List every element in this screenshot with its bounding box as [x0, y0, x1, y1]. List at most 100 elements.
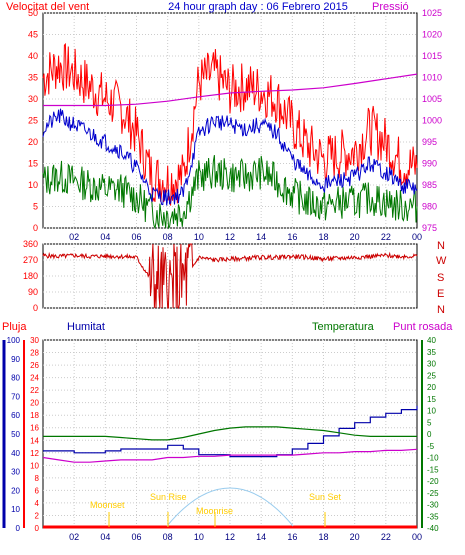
rain-y-tick-label: 30: [30, 336, 39, 345]
sunrise-label: Sun Rise: [150, 492, 187, 502]
wind-x-tick-label: 12: [225, 232, 235, 242]
compass-label-w: W: [436, 255, 447, 267]
wind-average-line: [42, 108, 418, 206]
temperature-y-tick-label: -15: [427, 465, 439, 474]
wind-y-tick-label: 20: [28, 137, 38, 147]
moonset-label: Moonset: [90, 500, 125, 510]
wind-x-tick-label: 10: [194, 232, 204, 242]
wind-x-tick-label: 04: [100, 232, 110, 242]
humidity-y-tick-label: 20: [11, 486, 20, 495]
moon-arc: [166, 487, 294, 527]
moonrise-label: Moonrise: [196, 506, 233, 516]
direction-y-tick-label: 270: [23, 255, 38, 265]
direction-y-tick-label: 90: [28, 287, 38, 297]
humidity-line: [43, 405, 418, 458]
compass-label-n-bottom: N: [437, 304, 445, 316]
climate-x-tick-label: 18: [318, 532, 328, 542]
compass-label-n-top: N: [437, 240, 445, 252]
compass-labels: N W S E N: [436, 240, 447, 316]
temperature-y-tick-label: 15: [427, 395, 436, 404]
wind-y-tick-label: 35: [28, 73, 38, 83]
humidity-y-tick-label: 90: [11, 355, 20, 364]
temperature-y-tick-label: -20: [427, 477, 439, 486]
pressure-y-tick-label: 1010: [422, 73, 442, 83]
pressure-y-tick-label: 975: [422, 223, 437, 233]
pressure-y-tick-label: 1020: [422, 30, 442, 40]
rain-y-tick-label: 4: [35, 499, 40, 508]
wind-x-tick-label: 22: [381, 232, 391, 242]
wind-low-line: [42, 155, 418, 230]
chart-title: 24 hour graph day : 06 Febrero 2015: [168, 1, 348, 13]
wind-x-tick-label: 14: [256, 232, 266, 242]
wind-x-tick-label: 20: [350, 232, 360, 242]
temperature-y-tick-label: 25: [427, 371, 436, 380]
rain-y-tick-label: 14: [30, 436, 39, 445]
rain-y-tick-label: 2: [35, 511, 40, 520]
rain-y-tick-label: 8: [35, 474, 40, 483]
humidity-y-tick-label: 50: [11, 430, 20, 439]
climate-x-tick-label: 16: [287, 532, 297, 542]
wind-x-tick-label: 02: [69, 232, 79, 242]
wind-y-tick-label: 25: [28, 116, 38, 126]
rain-y-tick-label: 22: [30, 386, 39, 395]
wind-y-tick-label: 30: [28, 94, 38, 104]
temperature-y-tick-label: 20: [427, 383, 436, 392]
rain-y-tick-label: 28: [30, 349, 39, 358]
compass-label-s: S: [437, 272, 444, 284]
pressure-label: Pressió: [372, 1, 409, 13]
pressure-y-tick-label: 1025: [422, 8, 442, 18]
climate-x-tick-label: 08: [163, 532, 173, 542]
dewpoint-label: Punt rosada: [393, 321, 453, 333]
temperature-y-tick-label: -5: [427, 442, 435, 451]
direction-y-tick-label: 0: [33, 303, 38, 313]
direction-y-tick-label: 180: [23, 271, 38, 281]
direction-y-tick-label: 360: [23, 239, 38, 249]
compass-label-e: E: [437, 288, 444, 300]
climate-x-tick-label: 12: [225, 532, 235, 542]
wind-y-tick-label: 0: [33, 223, 38, 233]
climate-x-tick-label: 22: [381, 532, 391, 542]
pressure-y-tick-label: 985: [422, 180, 437, 190]
temperature-y-tick-label: 10: [427, 407, 436, 416]
climate-x-tick-label: 02: [69, 532, 79, 542]
climate-x-tick-label: 14: [256, 532, 266, 542]
pressure-line: [43, 73, 418, 107]
rain-y-tick-label: 6: [35, 486, 40, 495]
climate-x-tick-label: 00: [412, 532, 422, 542]
temperature-y-tick-label: -25: [427, 489, 439, 498]
pressure-y-tick-label: 1005: [422, 94, 442, 104]
wind-speed-label: Velocitat del vent: [6, 1, 89, 13]
rain-label: Pluja: [2, 321, 27, 333]
temperature-label: Temperatura: [312, 321, 375, 333]
temperature-y-tick-label: -35: [427, 512, 439, 521]
rain-y-tick-label: 10: [30, 461, 39, 470]
wind-direction-line: [42, 243, 418, 310]
temperature-y-tick-label: 40: [427, 336, 436, 345]
temperature-y-tick-label: 5: [427, 418, 432, 427]
rain-y-tick-label: 12: [30, 449, 39, 458]
wind-y-tick-label: 40: [28, 51, 38, 61]
humidity-y-tick-label: 100: [7, 336, 21, 345]
rain-y-tick-label: 20: [30, 399, 39, 408]
temperature-y-tick-label: -10: [427, 454, 439, 463]
pressure-y-tick-label: 995: [422, 137, 437, 147]
humidity-y-tick-label: 40: [11, 449, 20, 458]
astronomy-markers: Sun Rise Sun Set Moonset Moonrise: [90, 487, 342, 527]
dewpoint-line: [42, 448, 418, 463]
temperature-y-tick-label: 30: [427, 360, 436, 369]
climate-x-tick-label: 04: [100, 532, 110, 542]
wind-x-tick-label: 00: [412, 232, 422, 242]
wind-x-tick-label: 06: [131, 232, 141, 242]
pressure-y-tick-label: 1000: [422, 116, 442, 126]
humidity-y-tick-label: 30: [11, 468, 20, 477]
temperature-y-tick-label: -30: [427, 501, 439, 510]
wind-x-tick-label: 16: [287, 232, 297, 242]
climate-x-tick-label: 20: [350, 532, 360, 542]
wind-gust-line: [42, 42, 418, 206]
rain-y-tick-label: 0: [35, 524, 40, 533]
wind-y-tick-label: 10: [28, 180, 38, 190]
climate-x-tick-label: 06: [131, 532, 141, 542]
humidity-label: Humitat: [67, 321, 105, 333]
wind-x-tick-label: 08: [163, 232, 173, 242]
